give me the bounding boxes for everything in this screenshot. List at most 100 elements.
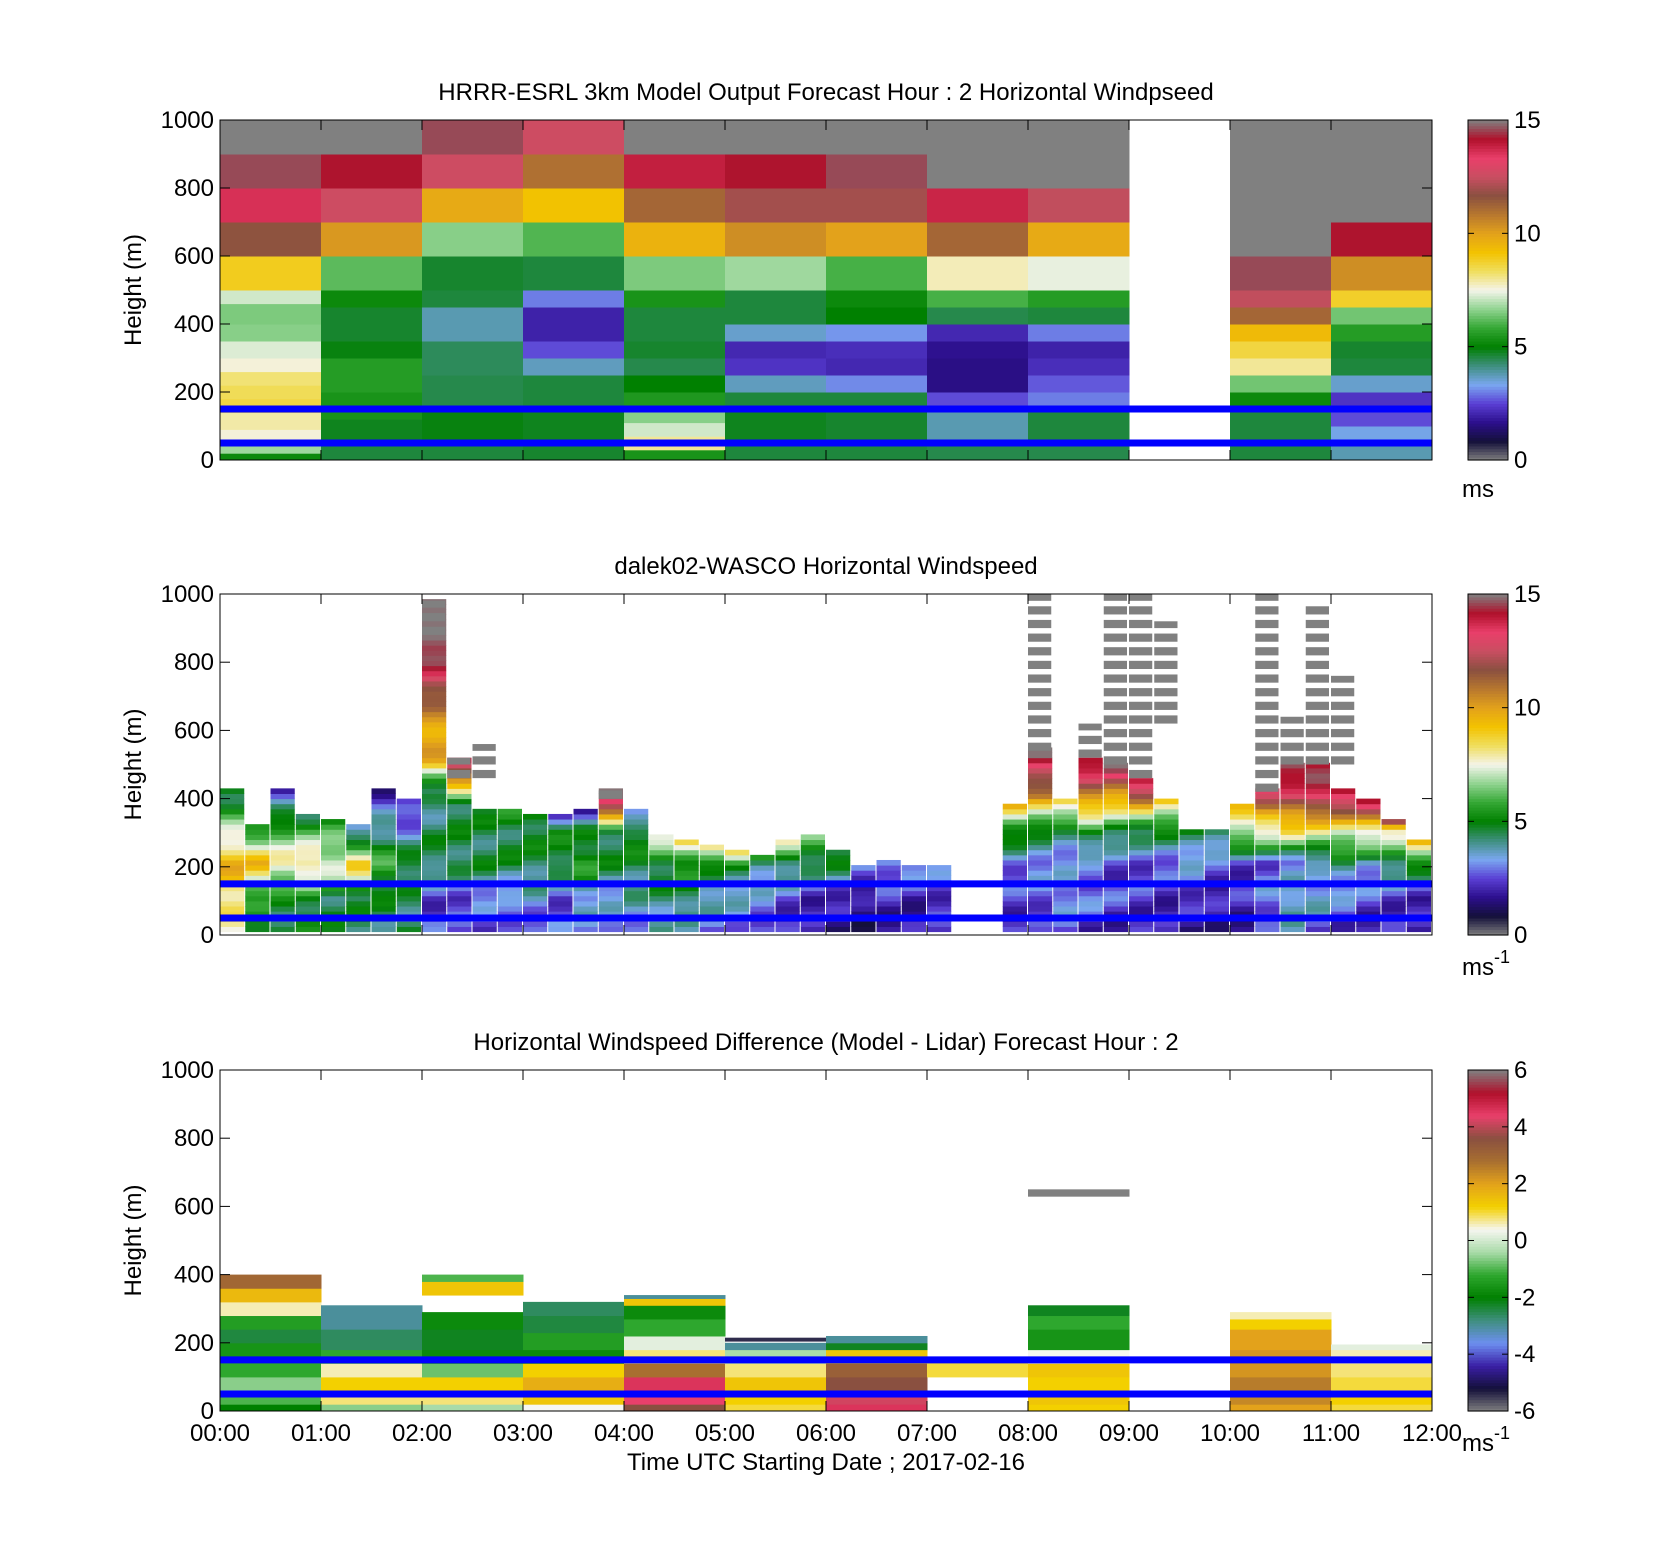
colorbar-swatch (1468, 233, 1508, 237)
lidar-cell (1406, 921, 1431, 927)
lidar-cell (775, 849, 800, 856)
colorbar-swatch (1468, 451, 1508, 455)
lidar-cell (472, 895, 497, 902)
lidar-cell (1406, 895, 1431, 902)
lidar-cell (1053, 911, 1078, 917)
lidar-cell (270, 926, 295, 933)
lidar-cell (422, 752, 447, 759)
colorbar-tick-label: 0 (1514, 447, 1527, 474)
lidar-cell (1078, 900, 1103, 907)
lidar-cell (1331, 834, 1356, 841)
lidar-cell (1255, 844, 1280, 851)
colorbar-swatch (1468, 827, 1508, 831)
colorbar-swatch (1468, 284, 1508, 288)
lidar-cell (447, 865, 472, 871)
lidar-cell (901, 926, 926, 933)
lidar-cell (1406, 890, 1431, 897)
lidar-cell (422, 716, 447, 723)
lidar-cell (1154, 900, 1179, 907)
colorbar-swatch (1468, 605, 1508, 609)
lidar-cell (1280, 819, 1305, 825)
lidar-cell (725, 926, 750, 933)
lidar-cell (346, 921, 371, 927)
lidar-cell (371, 870, 396, 876)
lidar-cell (649, 921, 674, 927)
lidar-cell (1305, 808, 1330, 815)
missing-cell (1280, 756, 1304, 765)
lidar-cell (1381, 926, 1406, 933)
heatmap-cell (422, 120, 524, 155)
heatmap-cell (826, 290, 928, 308)
lidar-cell (1078, 778, 1103, 784)
lidar-cell (1154, 865, 1179, 871)
lidar-cell (371, 788, 396, 794)
colorbar-swatch (1468, 445, 1508, 450)
colorbar-swatch (1468, 281, 1508, 285)
colorbar-swatch (1468, 366, 1508, 370)
plot-area-2 (220, 594, 1432, 933)
heatmap-cell (624, 120, 726, 155)
lidar-cell (1053, 834, 1078, 841)
lidar-cell (1078, 906, 1103, 912)
lidar-cell (1230, 870, 1255, 876)
heatmap-cell (523, 154, 625, 189)
colorbar-tick-label: 0 (1514, 1228, 1527, 1255)
heatmap-cell (523, 341, 625, 359)
colorbar-swatch (1468, 290, 1508, 294)
lidar-cell (1255, 829, 1280, 835)
missing-cell (1103, 633, 1127, 642)
lidar-cell (422, 890, 447, 897)
lidar-cell (1255, 819, 1280, 825)
lidar-cell (1129, 926, 1154, 933)
colorbar-swatch (1468, 1129, 1508, 1134)
lidar-cell (346, 829, 371, 835)
lidar-cell (1053, 819, 1078, 825)
colorbar-swatch (1468, 428, 1508, 433)
heatmap-cell (220, 222, 322, 257)
colorbar-swatch (1468, 329, 1508, 334)
lidar-cell (674, 895, 699, 902)
colorbar-swatch (1468, 1243, 1508, 1247)
colorbar-swatch (1468, 645, 1508, 649)
colorbar-swatch (1468, 182, 1508, 186)
heatmap-cell (422, 290, 524, 308)
lidar-cell (1028, 926, 1053, 933)
colorbar-swatch (1468, 173, 1508, 178)
lidar-cell (1406, 900, 1431, 907)
lidar-cell (245, 839, 270, 846)
lidar-cell (548, 859, 573, 866)
lidar-cell (1381, 900, 1406, 907)
lidar-cell (624, 819, 649, 825)
lidar-cell (1028, 895, 1053, 902)
lidar-cell (826, 854, 851, 861)
lidar-cell (573, 808, 598, 815)
lidar-cell (1305, 859, 1330, 866)
heatmap-cell (1028, 222, 1130, 257)
lidar-cell (624, 865, 649, 871)
colorbar-swatch (1468, 608, 1508, 612)
colorbar-swatch (1468, 1229, 1508, 1233)
colorbar-swatch (1468, 125, 1508, 130)
colorbar-swatch (1468, 744, 1508, 749)
heatmap-cell (1230, 290, 1332, 308)
lidar-cell (371, 834, 396, 841)
heatmap-cell (422, 154, 524, 189)
lidar-cell (1331, 788, 1356, 794)
lidar-cell (1078, 767, 1103, 774)
lidar-cell (1002, 834, 1027, 841)
colorbar-swatch (1468, 724, 1508, 729)
colorbar-tick-label: -4 (1514, 1341, 1535, 1368)
colorbar-swatch (1468, 892, 1508, 896)
colorbar-swatch (1468, 1237, 1508, 1242)
lidar-cell (1305, 906, 1330, 912)
heatmap-cell (1331, 120, 1432, 223)
lidar-cell (573, 844, 598, 851)
lidar-cell (245, 865, 270, 871)
lidar-cell (1179, 926, 1204, 933)
heatmap-cell (1028, 443, 1130, 460)
colorbar-frame (1467, 593, 1509, 936)
lidar-cell (548, 813, 573, 820)
colorbar-swatch (1468, 682, 1508, 686)
lidar-cell (1028, 762, 1053, 769)
lidar-cell (1103, 762, 1128, 769)
